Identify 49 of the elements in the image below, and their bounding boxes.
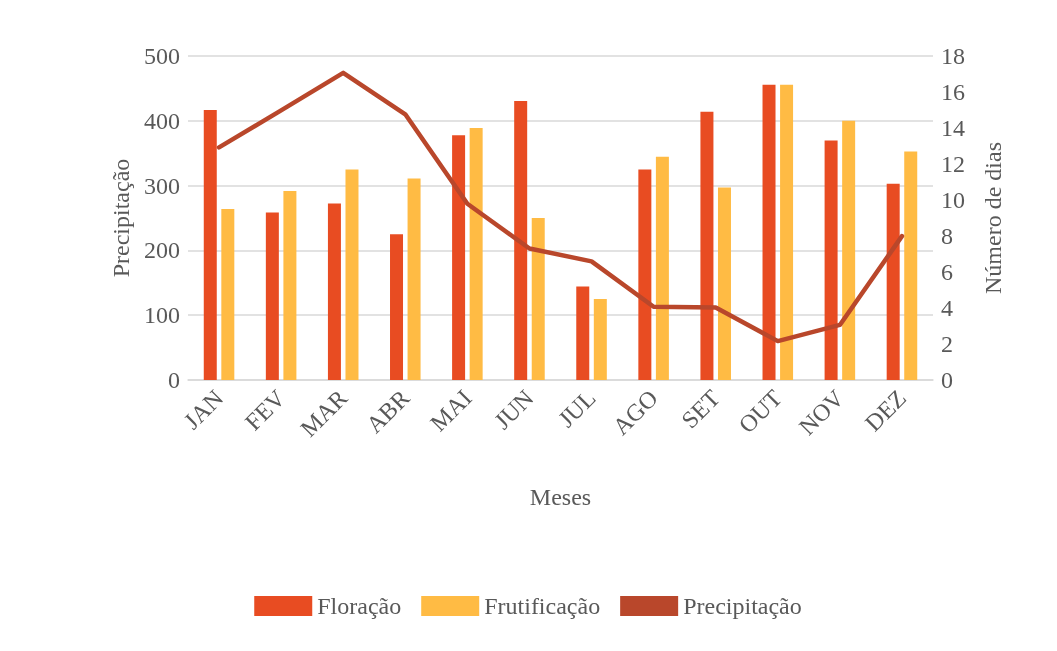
y-tick-label: 200 xyxy=(144,237,180,264)
y-tick-label: 500 xyxy=(144,43,180,69)
bar xyxy=(886,183,900,380)
bar xyxy=(638,169,652,380)
y-tick-label: 300 xyxy=(144,172,180,199)
bar xyxy=(762,84,776,380)
bar xyxy=(283,191,297,380)
y2-tick-label: 12 xyxy=(941,151,965,177)
y2-tick-label: 0 xyxy=(941,367,953,393)
y2-tick-label: 8 xyxy=(941,223,953,249)
bar xyxy=(265,212,279,380)
legend-label: Floração xyxy=(317,593,402,619)
bar xyxy=(469,128,483,380)
y2-axis-title: Número de dias xyxy=(980,142,1006,294)
bar xyxy=(842,120,856,380)
y2-tick-label: 16 xyxy=(941,79,965,105)
bar xyxy=(345,169,359,380)
y-tick-label: 100 xyxy=(144,302,180,329)
y2-tick-label: 10 xyxy=(941,187,965,213)
y2-tick-label: 18 xyxy=(941,43,965,69)
y-axis-title: Precipitação xyxy=(108,158,135,278)
y2-tick-label: 2 xyxy=(941,331,953,357)
line-series xyxy=(216,70,905,344)
bar xyxy=(407,178,421,380)
bar xyxy=(221,209,235,380)
x-axis-title: Meses xyxy=(529,484,592,510)
bar xyxy=(780,84,794,380)
bar xyxy=(203,110,217,380)
bar xyxy=(904,151,918,380)
y2-tick-label: 6 xyxy=(941,259,953,285)
bar xyxy=(531,218,545,380)
legend-label: Frutificação xyxy=(484,593,601,619)
y2-tick-label: 14 xyxy=(941,115,965,141)
bar xyxy=(824,140,838,380)
bar xyxy=(390,234,404,380)
bar xyxy=(576,286,590,380)
legend-label: Precipitação xyxy=(683,593,802,619)
y2-tick-label: 4 xyxy=(941,295,953,321)
y-tick-label: 400 xyxy=(144,107,180,134)
bar xyxy=(700,111,714,380)
bar xyxy=(717,187,731,380)
x-tick-label: SET xyxy=(676,384,726,434)
bar xyxy=(655,156,669,380)
bar xyxy=(327,203,341,380)
bar xyxy=(514,101,528,380)
bar xyxy=(593,299,607,380)
x-tick-label: JUL xyxy=(553,384,601,433)
bar xyxy=(452,135,466,380)
y-tick-label: 0 xyxy=(168,367,180,393)
